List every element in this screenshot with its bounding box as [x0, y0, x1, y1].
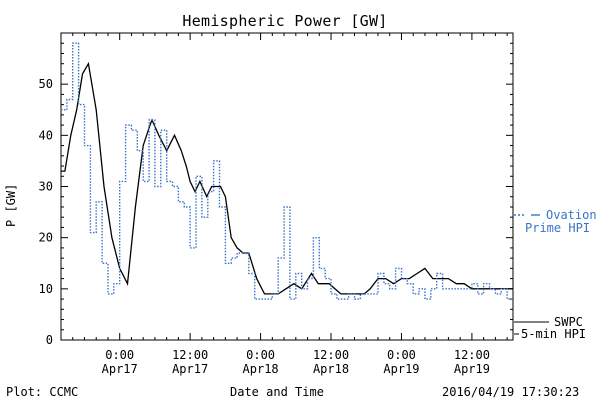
chart-title: Hemispheric Power [GW]	[182, 12, 388, 30]
y-tick-label: 40	[39, 128, 53, 142]
x-tick-label-time: 12:00	[172, 348, 208, 362]
legend-swpc-label-2: 5-min HPI	[521, 327, 586, 341]
x-tick-label-date: Apr18	[243, 362, 279, 376]
plot-frame	[60, 32, 514, 341]
series-layer	[61, 42, 513, 300]
plot-timestamp: 2016/04/19 17:30:23	[442, 385, 580, 399]
x-axis-ticks: 0:00Apr1712:00Apr170:00Apr1812:00Apr180:…	[60, 33, 508, 376]
y-tick-label: 10	[39, 282, 53, 296]
y-tick-label: 30	[39, 180, 53, 194]
y-tick-label: 0	[46, 333, 53, 347]
y-axis-ticks: 0 10 20 30 40 50	[39, 32, 513, 347]
swpc-series-line	[61, 61, 513, 295]
y-tick-label: 50	[39, 77, 53, 91]
legend-ovation-label-2: Prime HPI	[525, 221, 590, 235]
x-tick-label-date: Apr19	[383, 362, 419, 376]
x-tick-label-date: Apr18	[313, 362, 349, 376]
legend-ovation-label-1: Ovation	[546, 208, 597, 222]
x-tick-label-date: Apr17	[172, 362, 208, 376]
x-tick-label-time: 12:00	[313, 348, 349, 362]
x-axis-label: Date and Time	[230, 385, 324, 399]
x-tick-label-date: Apr19	[454, 362, 490, 376]
x-tick-label-time: 0:00	[387, 348, 416, 362]
x-tick-label-date: Apr17	[102, 362, 138, 376]
y-tick-label: 20	[39, 231, 53, 245]
ovation-prime-series-line	[61, 42, 513, 300]
x-tick-label-time: 12:00	[454, 348, 490, 362]
y-axis-label: P [GW]	[4, 183, 18, 227]
legend-swpc-label-1: SWPC	[554, 315, 583, 329]
x-tick-label-time: 0:00	[246, 348, 275, 362]
x-tick-label-time: 0:00	[105, 348, 134, 362]
plot-credit: Plot: CCMC	[6, 385, 79, 399]
